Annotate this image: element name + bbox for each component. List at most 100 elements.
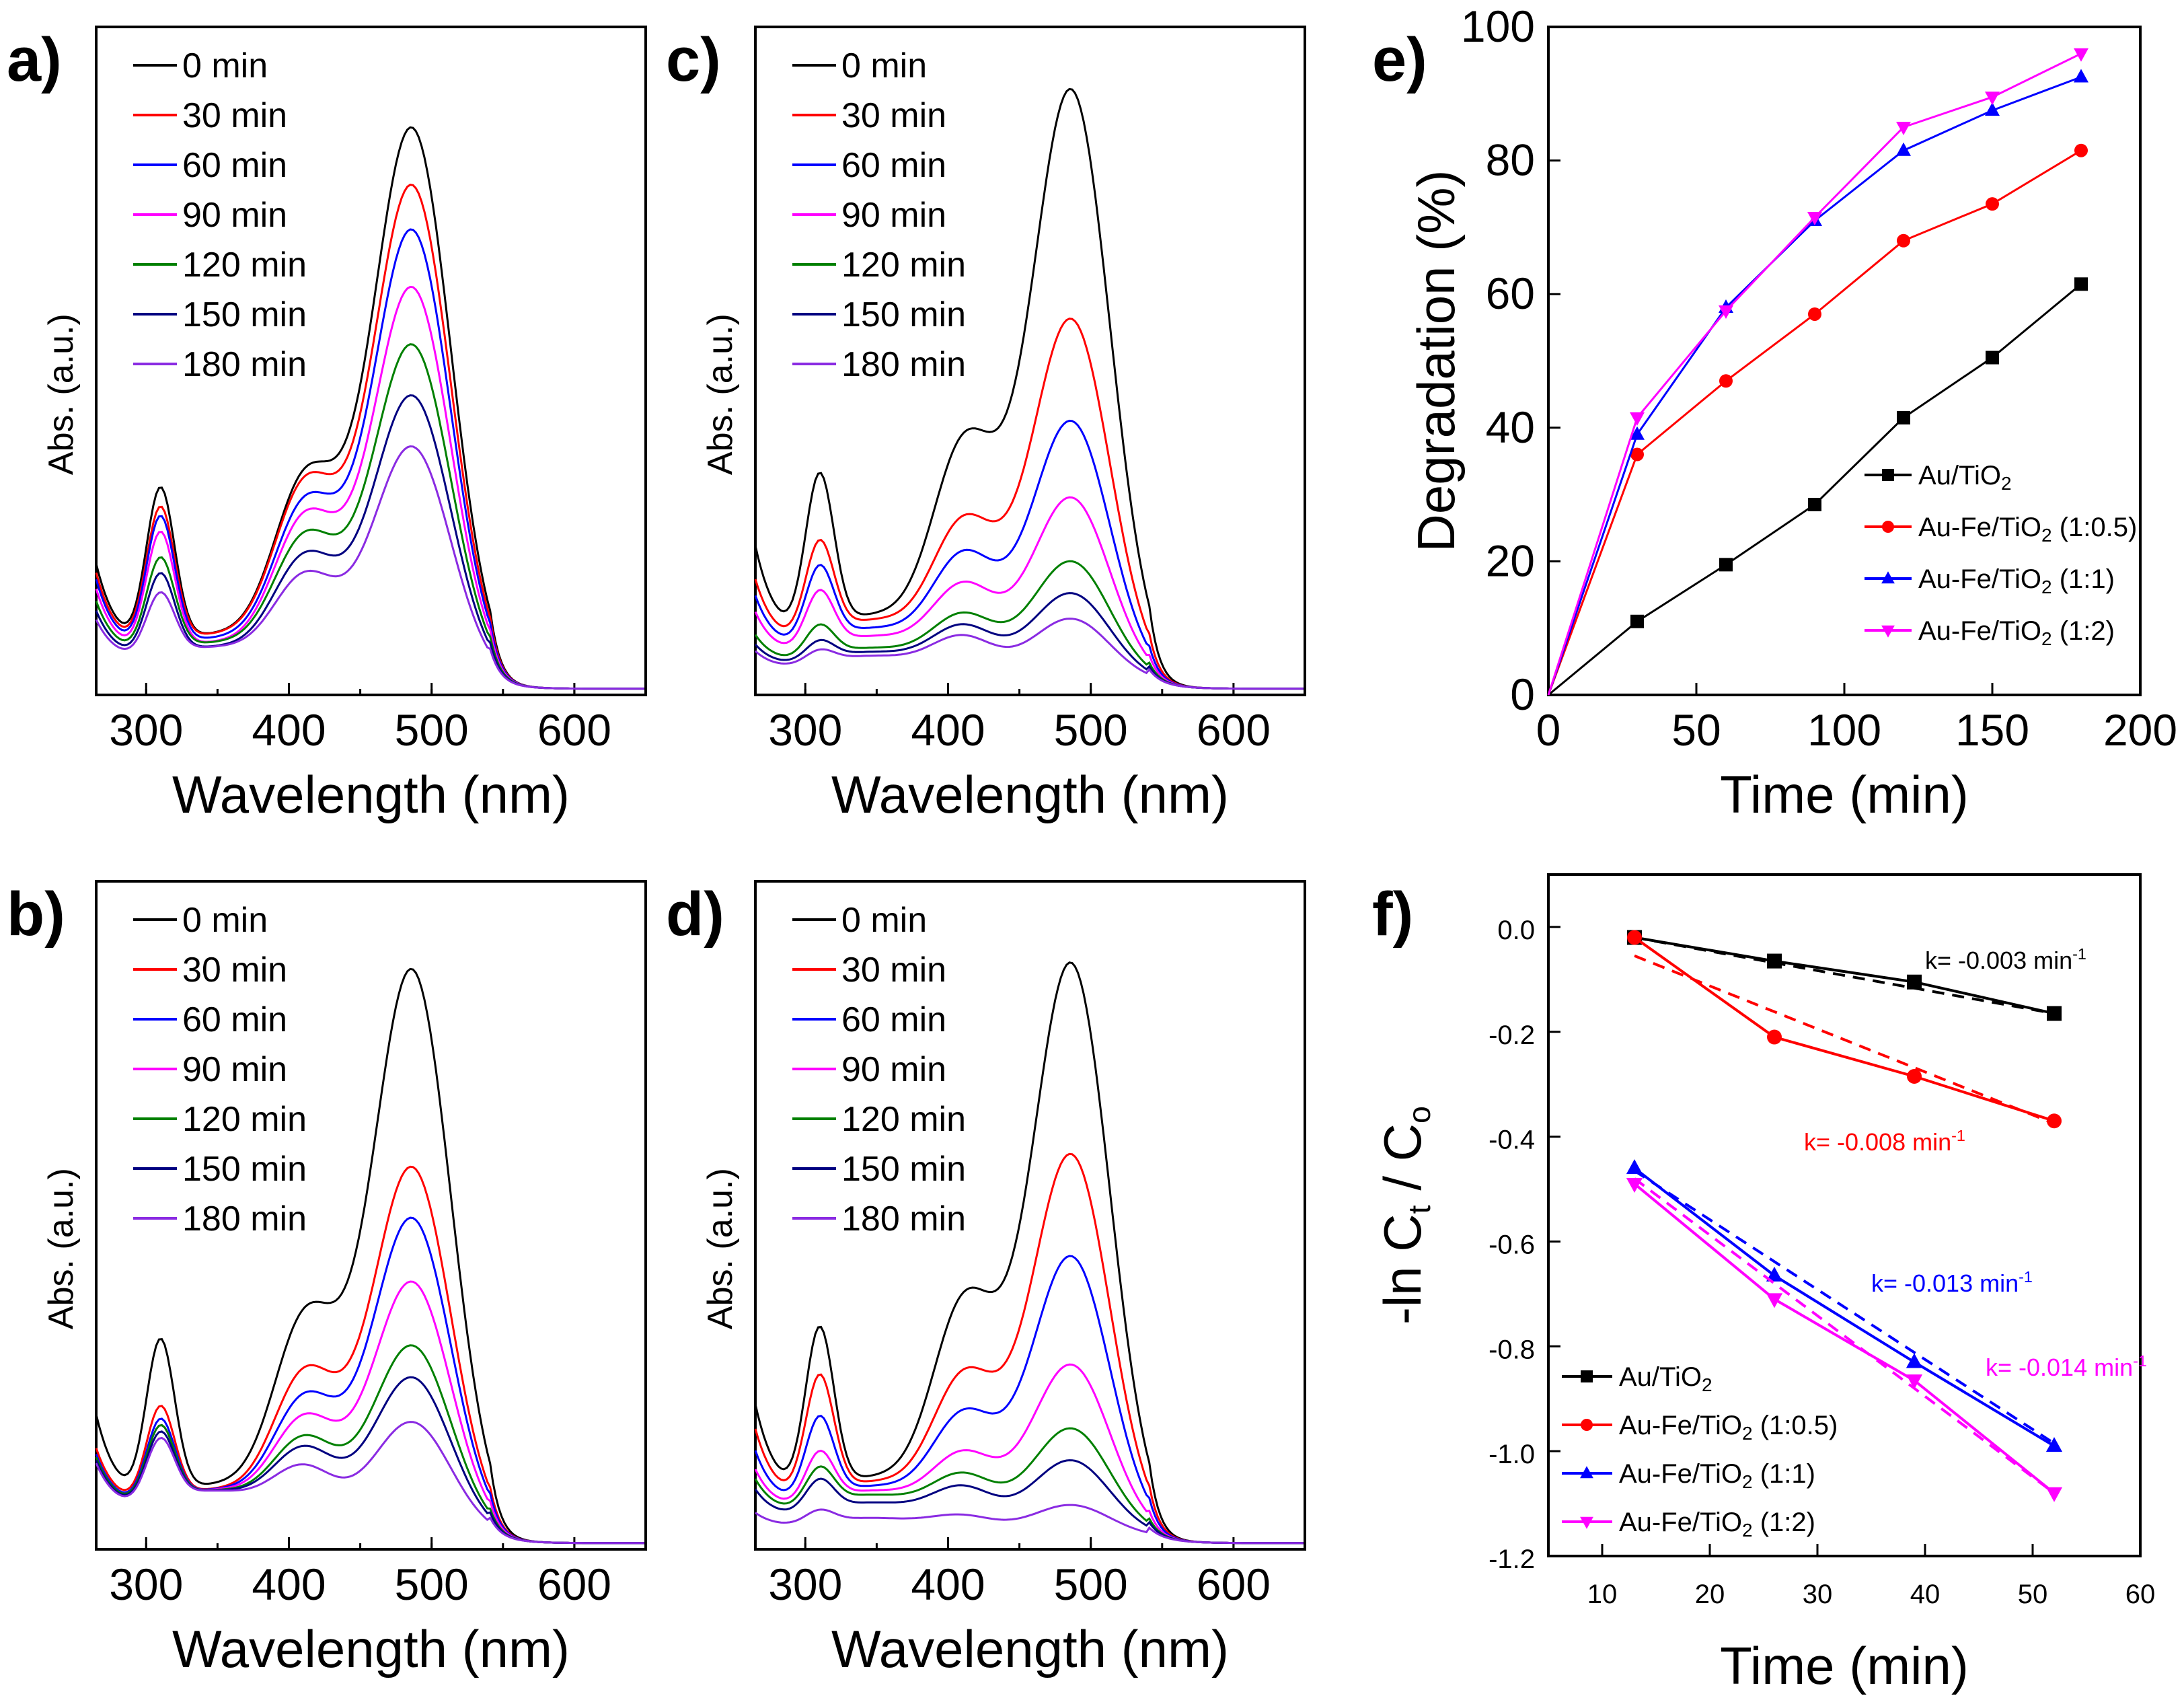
legend-label-main: Au-Fe/TiO <box>1619 1508 1742 1537</box>
legend-label-sub: 2 <box>1742 1423 1753 1444</box>
marker-triangle-down <box>1896 121 1911 135</box>
x-tick-label: 300 <box>768 1559 842 1609</box>
panel-label: e) <box>1372 26 1427 94</box>
x-tick-label: 0 <box>1536 705 1561 755</box>
spectrum-line-60-min <box>95 228 644 690</box>
legend-label: 60 min <box>841 146 946 185</box>
spectrum-line-90-min <box>754 496 1304 690</box>
legend-label-suffix: (1:0.5) <box>2052 513 2138 542</box>
marker-triangle-up <box>1580 1466 1593 1479</box>
x-tick-label: 50 <box>2018 1580 2048 1609</box>
legend-label: 150 min <box>841 295 966 334</box>
legend-label: 150 min <box>182 295 307 334</box>
panel-label: d) <box>666 880 724 949</box>
plot-frame <box>1547 873 2142 1557</box>
legend-label: 60 min <box>182 1000 287 1039</box>
panel-label: c) <box>666 26 721 94</box>
panel-e: 0 50 100 150 200 0 20 40 60 80 100 Time (min) Degrad… <box>1372 1 2177 824</box>
spectrum-line-60-min <box>754 1255 1304 1545</box>
x-tick-label: 60 <box>2125 1580 2156 1609</box>
spectrum-line-150-min <box>95 394 644 690</box>
marker-circle <box>1897 233 1910 248</box>
y-tick-label: 20 <box>1486 535 1535 585</box>
marker-square <box>1907 974 1922 990</box>
x-tick-label: 600 <box>1197 705 1271 755</box>
legend-label: 0 min <box>841 901 927 940</box>
legend-label: 0 min <box>182 901 268 940</box>
x-tick-label: 40 <box>1910 1580 1941 1609</box>
marker-triangle-down <box>2074 48 2088 62</box>
legend-label-sub: 2 <box>2041 628 2052 649</box>
legend-label: 120 min <box>182 1100 307 1139</box>
legend-label: Au-Fe/TiO2 (1:2) <box>1619 1508 1815 1541</box>
x-tick-label: 500 <box>1054 705 1128 755</box>
x-tick-label: 20 <box>1695 1580 1725 1609</box>
x-axis-label: Wavelength (nm) <box>172 765 570 824</box>
spectrum-line-60-min <box>95 1216 644 1545</box>
x-axis-label: Wavelength (nm) <box>831 1619 1229 1678</box>
x-tick-label: 300 <box>109 705 183 755</box>
marker-square <box>1767 953 1782 969</box>
x-tick-label: 400 <box>252 1559 326 1609</box>
y-tick-label: -0.4 <box>1489 1125 1535 1155</box>
rate-constant-label: k= -0.014 min-1 <box>1986 1352 2147 1381</box>
legend-label: Au-Fe/TiO2 (1:1) <box>1918 564 2115 597</box>
y-axis-label: Degradation (%) <box>1406 170 1466 552</box>
legend-label-main: Au-Fe/TiO <box>1619 1411 1742 1440</box>
legend-label-suffix: (1:2) <box>1753 1508 1815 1537</box>
rate-constant-text: k= -0.014 min <box>1986 1354 2133 1381</box>
x-tick-label: 400 <box>252 705 326 755</box>
x-tick-label: 500 <box>395 705 469 755</box>
marker-circle <box>1986 197 1999 211</box>
marker-circle <box>1808 307 1821 321</box>
spectrum-line-30-min <box>95 1165 644 1545</box>
marker-circle <box>2074 143 2088 157</box>
marker-square <box>2047 1006 2062 1021</box>
legend-label: 90 min <box>841 196 946 235</box>
legend-label: 120 min <box>841 1100 966 1139</box>
rate-constant-text: k= -0.013 min <box>1871 1269 2019 1297</box>
marker-square <box>1581 1370 1593 1382</box>
legend-label-sub: 2 <box>2001 473 2012 494</box>
series-line <box>1633 1183 2056 1495</box>
legend-label-sub: 2 <box>1742 1471 1753 1492</box>
legend-label: 120 min <box>841 246 966 285</box>
marker-circle <box>1627 930 1642 945</box>
legend-label: 60 min <box>182 146 287 185</box>
legend-label: Au-Fe/TiO2 (1:0.5) <box>1619 1411 1838 1444</box>
rate-constant-text: k= -0.008 min <box>1804 1128 1951 1156</box>
panel-label: a) <box>7 26 62 94</box>
fit-line <box>1634 936 2055 1015</box>
legend-label: 90 min <box>182 1050 287 1089</box>
legend-label: 120 min <box>182 246 307 285</box>
y-axis-label: Abs. (a.u.) <box>701 1168 740 1329</box>
series-line <box>1547 52 2082 696</box>
legend-label: 90 min <box>841 1050 946 1089</box>
legend-label-suffix: (1:0.5) <box>1753 1411 1838 1440</box>
marker-triangle-up <box>1906 1353 1923 1368</box>
legend-label-main: Au-Fe/TiO <box>1918 564 2041 594</box>
marker-triangle-down <box>2045 1487 2063 1502</box>
x-axis-label: Wavelength (nm) <box>172 1619 570 1678</box>
y-tick-label: -1.2 <box>1489 1545 1535 1574</box>
legend-label: 180 min <box>841 1199 966 1239</box>
marker-square <box>2074 277 2088 291</box>
legend-label: 90 min <box>182 196 287 235</box>
rate-constant-sup: -1 <box>2072 945 2086 963</box>
marker-circle <box>1719 374 1733 388</box>
legend-label-main: Au-Fe/TiO <box>1918 616 2041 646</box>
panel-label: f) <box>1372 880 1413 949</box>
spectrum-line-30-min <box>754 318 1304 690</box>
marker-triangle-up <box>1630 426 1645 440</box>
legend-label-suffix: (1:1) <box>1753 1459 1815 1489</box>
spectrum-line-150-min <box>754 592 1304 690</box>
x-tick-label: 300 <box>768 705 842 755</box>
marker-circle <box>1907 1069 1922 1084</box>
legend-label: 180 min <box>182 345 307 384</box>
marker-circle <box>1581 1419 1593 1431</box>
marker-triangle-down <box>1985 91 2000 106</box>
legend-label-main: Au/TiO <box>1619 1362 1702 1392</box>
rate-constant-label: k= -0.003 min-1 <box>1925 945 2086 974</box>
rate-constant-sup: -1 <box>1951 1127 1965 1144</box>
